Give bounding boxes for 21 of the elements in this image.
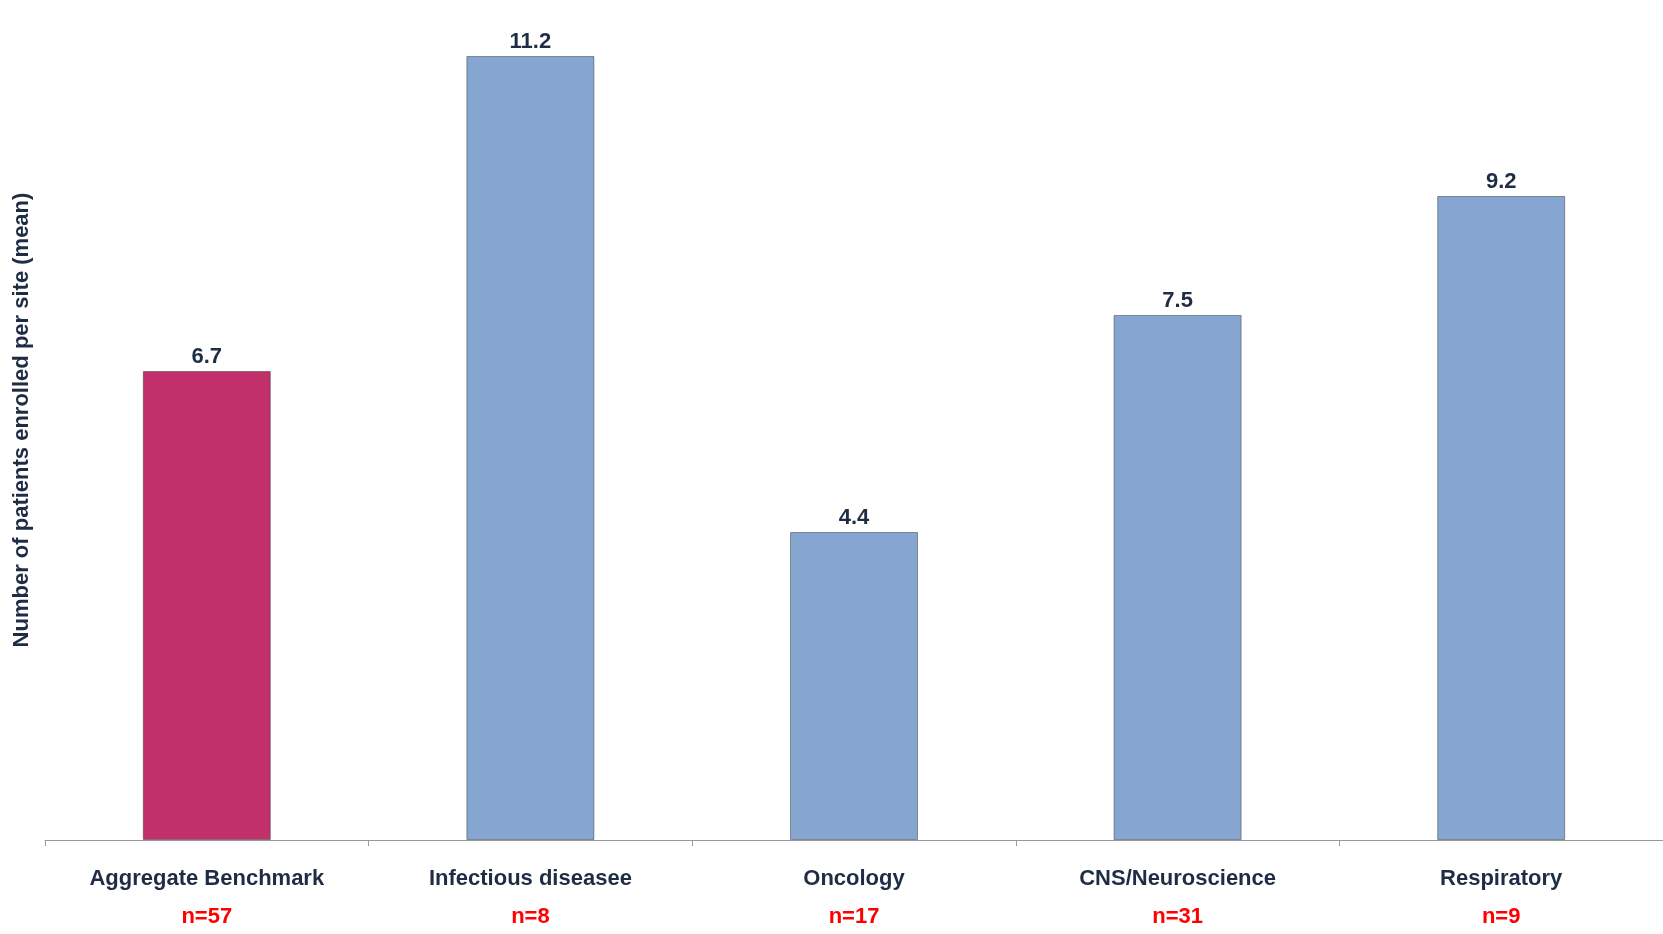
data-label: 7.5	[1162, 286, 1193, 312]
x-tick-label: CNS/Neuroscience	[1079, 864, 1277, 890]
text: n=8	[511, 902, 550, 928]
data-label: 11.2	[509, 27, 552, 53]
bar	[1113, 315, 1242, 840]
text: n=57	[181, 902, 233, 928]
bar	[466, 56, 595, 840]
text: n=31	[1152, 902, 1203, 928]
bar	[790, 532, 918, 840]
bar	[142, 371, 271, 840]
x-tick-label: Aggregate Benchmark	[89, 864, 325, 890]
x-tick-label: Respiratory	[1440, 864, 1564, 890]
x-tick-label: Oncology	[803, 864, 906, 890]
text: n=9	[1481, 902, 1521, 928]
data-label: 4.4	[838, 503, 871, 529]
text: n=17	[828, 902, 880, 928]
x-tick-label: Infectious diseasee	[428, 864, 632, 890]
bar	[1437, 196, 1566, 840]
y-axis-title: Number of patients enrolled per site (mean)	[7, 192, 33, 648]
data-label: 6.7	[191, 342, 223, 368]
data-label: 9.2	[1485, 167, 1517, 193]
